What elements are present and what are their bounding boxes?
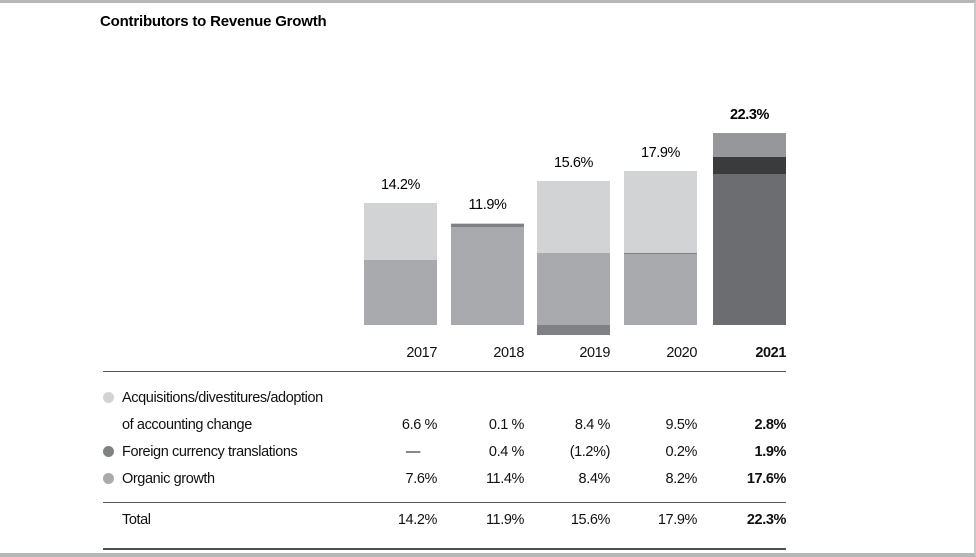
bar-segment-2017-organic [364, 259, 437, 325]
bar-segment-2019-foreign-currency-negative [537, 325, 610, 336]
value-cell-acquisitions-2020: 9.5% [665, 417, 698, 433]
value-cell-organic-2020: 8.2% [665, 471, 698, 487]
divider-bottom [103, 548, 786, 550]
chart-title: Contributors to Revenue Growth [100, 13, 327, 30]
bar-segment-2020-acquisitions [624, 171, 697, 253]
legend-dot-acquisitions [103, 392, 114, 403]
total-cell-2020: 17.9% [657, 512, 698, 528]
total-cell-2017: 14.2% [397, 512, 438, 528]
total-cell-2018: 11.9% [485, 512, 524, 528]
bar-segment-2019-acquisitions [537, 180, 610, 253]
series-label-organic: Organic growth [122, 471, 215, 487]
year-label-2020: 2020 [666, 345, 697, 361]
divider-top [103, 371, 786, 372]
value-cell-acquisitions-2019: 8.4 % [574, 417, 610, 433]
value-cell-acquisitions-2021: 2.8% [754, 417, 787, 433]
value-cell-acquisitions-2017: 6.6 % [401, 417, 437, 433]
value-cell-organic-2017: 7.6% [405, 471, 438, 487]
series-label-acquisitions-line2: of accounting change [122, 417, 252, 433]
bar-segment-2020-organic [624, 254, 697, 325]
value-cell-organic-2018: 11.4% [485, 471, 524, 487]
series-label-foreign-currency: Foreign currency translations [122, 444, 298, 460]
bar-segment-2021-foreign-currency [713, 157, 786, 174]
year-label-2019: 2019 [579, 345, 610, 361]
total-cell-2021: 22.3% [746, 512, 787, 528]
bar-segment-2019-organic [537, 252, 610, 325]
bar-segment-2020-foreign-currency [624, 252, 697, 255]
legend-dot-organic [103, 473, 114, 484]
total-label: Total [122, 512, 151, 528]
value-cell-foreign-currency-2020: 0.2% [665, 444, 698, 460]
bar-segment-2021-acquisitions [713, 133, 786, 158]
bar-segment-2018-organic [451, 226, 524, 325]
bar-total-label-2017: 14.2% [380, 176, 421, 193]
bar-segment-2021-organic [713, 173, 786, 325]
year-label-2018: 2018 [493, 345, 524, 361]
bar-segment-2017-acquisitions [364, 202, 437, 260]
bar-segment-2018-acquisitions [451, 222, 524, 224]
bar-total-label-2021: 22.3% [729, 107, 770, 124]
bar-total-label-2018: 11.9% [468, 196, 507, 213]
value-cell-foreign-currency-2021: 1.9% [754, 444, 787, 460]
value-cell-organic-2019: 8.4% [578, 471, 611, 487]
bar-total-label-2019: 15.6% [553, 154, 594, 171]
value-cell-organic-2021: 17.6% [746, 471, 787, 487]
total-cell-2019: 15.6% [570, 512, 611, 528]
value-cell-foreign-currency-2019: (1.2%) [569, 444, 611, 460]
value-cell-foreign-currency-2017: — [405, 444, 421, 460]
value-cell-acquisitions-2018: 0.1 % [488, 417, 524, 433]
divider-above-total [103, 502, 786, 503]
year-label-2021: 2021 [755, 345, 786, 361]
year-label-2017: 2017 [406, 345, 437, 361]
value-cell-foreign-currency-2018: 0.4 % [488, 444, 524, 460]
legend-dot-foreign-currency [103, 446, 114, 457]
bar-total-label-2020: 17.9% [640, 145, 681, 162]
bar-segment-2018-foreign-currency [451, 223, 524, 227]
series-label-acquisitions-line1: Acquisitions/divestitures/adoption [122, 390, 323, 406]
